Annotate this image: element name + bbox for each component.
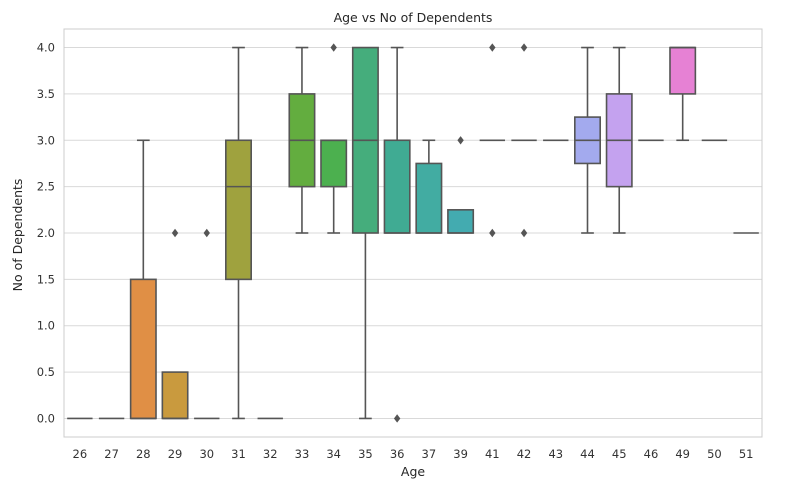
box-body [225,139,252,281]
y-tick-label: 2.0 [37,226,55,240]
x-tick-label: 37 [422,447,437,461]
x-tick-label: 41 [485,447,500,461]
box-28 [129,139,157,420]
outlier-marker [171,228,179,238]
y-tick-label: 3.5 [37,87,55,101]
x-tick-label: 32 [263,447,278,461]
outlier-marker [393,414,401,423]
box-body [129,278,157,420]
plot-area: 0.0 0.5 1.0 1.5 2.0 2.5 3.0 3.5 4.0 26 27 28 29 30 31 3… [37,28,763,461]
y-tick-label: 3.0 [37,133,55,147]
x-tick-label: 49 [675,447,690,461]
x-tick-label: 29 [168,447,183,461]
box-34 [320,43,348,234]
y-tick-label: 1.5 [37,272,55,286]
box-36 [383,46,411,423]
box-39 [447,136,475,234]
box-body [447,209,475,234]
box-33 [288,46,316,234]
x-axis-title: Age [401,464,425,479]
box-42 [511,43,537,238]
box-30 [194,228,220,420]
box-body [415,162,443,234]
x-tick-label: 28 [136,447,151,461]
plot-frame [63,28,763,438]
outlier-marker [330,43,337,52]
outlier-marker [489,43,496,52]
x-tick-label: 39 [453,447,468,461]
box-body [383,139,411,234]
y-axis-title: No of Dependents [10,179,25,292]
outlier-marker [520,228,528,238]
outlier-marker [457,136,464,145]
x-tick-label: 27 [104,447,119,461]
x-tick-label: 34 [326,447,341,461]
x-tick-label: 50 [707,447,722,461]
box-31 [225,46,252,420]
chart-title: Age vs No of Dependents [334,10,493,25]
y-tick-label: 0.0 [37,411,55,425]
x-tick-label: 46 [644,447,659,461]
x-tick-label: 30 [199,447,214,461]
x-tick-label: 45 [612,447,627,461]
x-tick-label: 51 [739,447,754,461]
x-tick-label: 42 [517,447,532,461]
x-tick-label: 33 [295,447,310,461]
y-tick-label: 1.0 [37,319,55,333]
x-tick-label: 26 [73,447,88,461]
outlier-marker [520,43,528,52]
box-35 [351,46,379,420]
box-body [320,139,348,188]
box-body [161,371,189,420]
y-tick-label: 4.0 [37,41,55,55]
x-tick-label: 43 [548,447,563,461]
box-49 [669,46,697,142]
y-tick-label: 2.5 [37,180,55,194]
box-44 [574,46,601,234]
x-tick-label: 36 [390,447,405,461]
box-41 [479,43,506,238]
outlier-marker [489,228,496,238]
outlier-marker [203,228,210,238]
x-tick-label: 44 [580,447,595,461]
box-37 [415,139,443,234]
box-29 [161,228,189,420]
y-tick-label: 0.5 [37,365,55,379]
x-tick-label: 35 [358,447,373,461]
x-tick-label: 31 [231,447,246,461]
box-45 [605,46,633,234]
box-body [669,46,697,95]
